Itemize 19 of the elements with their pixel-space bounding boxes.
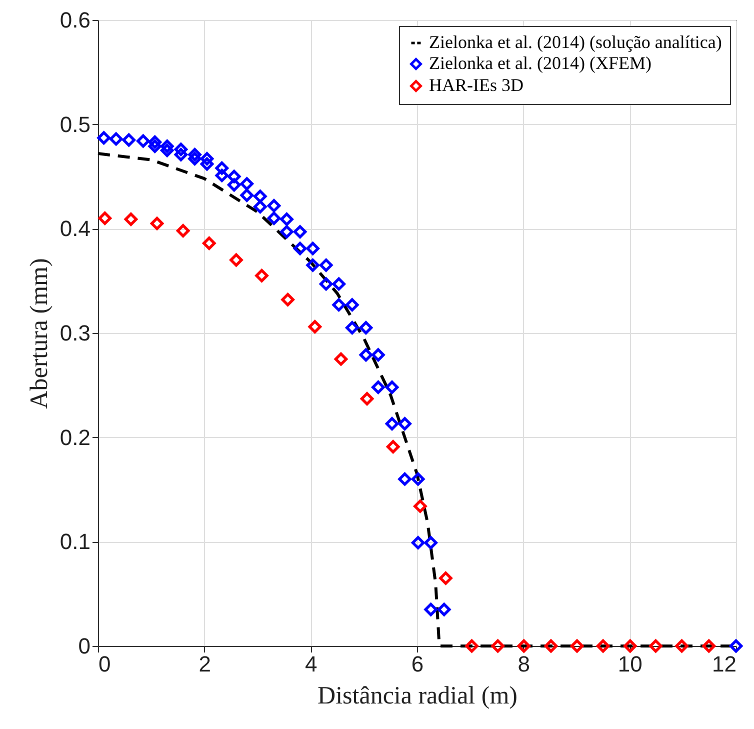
y-axis-title: Abertura (mm) <box>26 258 53 409</box>
x-tick-label: 10 <box>618 652 642 676</box>
y-tick-label: 0.4 <box>60 216 90 242</box>
legend-label: HAR-IEs 3D <box>429 75 524 95</box>
y-tick-label: 0.6 <box>60 8 90 32</box>
y-tick-label: 0 <box>78 634 90 658</box>
y-tick-label: 0.2 <box>60 424 90 450</box>
legend-label: Zielonka et al. (2014) (solução analítica) <box>429 32 722 52</box>
y-tick-label: 0.1 <box>60 529 90 554</box>
y-tick-label: 0.3 <box>60 320 90 346</box>
x-tick-label: 8 <box>518 652 530 676</box>
y-tick-label: 0.5 <box>60 112 90 137</box>
x-tick-label: 2 <box>198 652 211 676</box>
x-tick-label: 12 <box>712 652 736 676</box>
x-tick-label: 0 <box>98 652 111 676</box>
x-axis-title: Distância radial (m) <box>318 682 518 710</box>
x-tick-label: 6 <box>411 652 424 676</box>
x-tick-label: 4 <box>305 652 318 676</box>
legend-label: Zielonka et al. (2014) (XFEM) <box>429 53 652 73</box>
